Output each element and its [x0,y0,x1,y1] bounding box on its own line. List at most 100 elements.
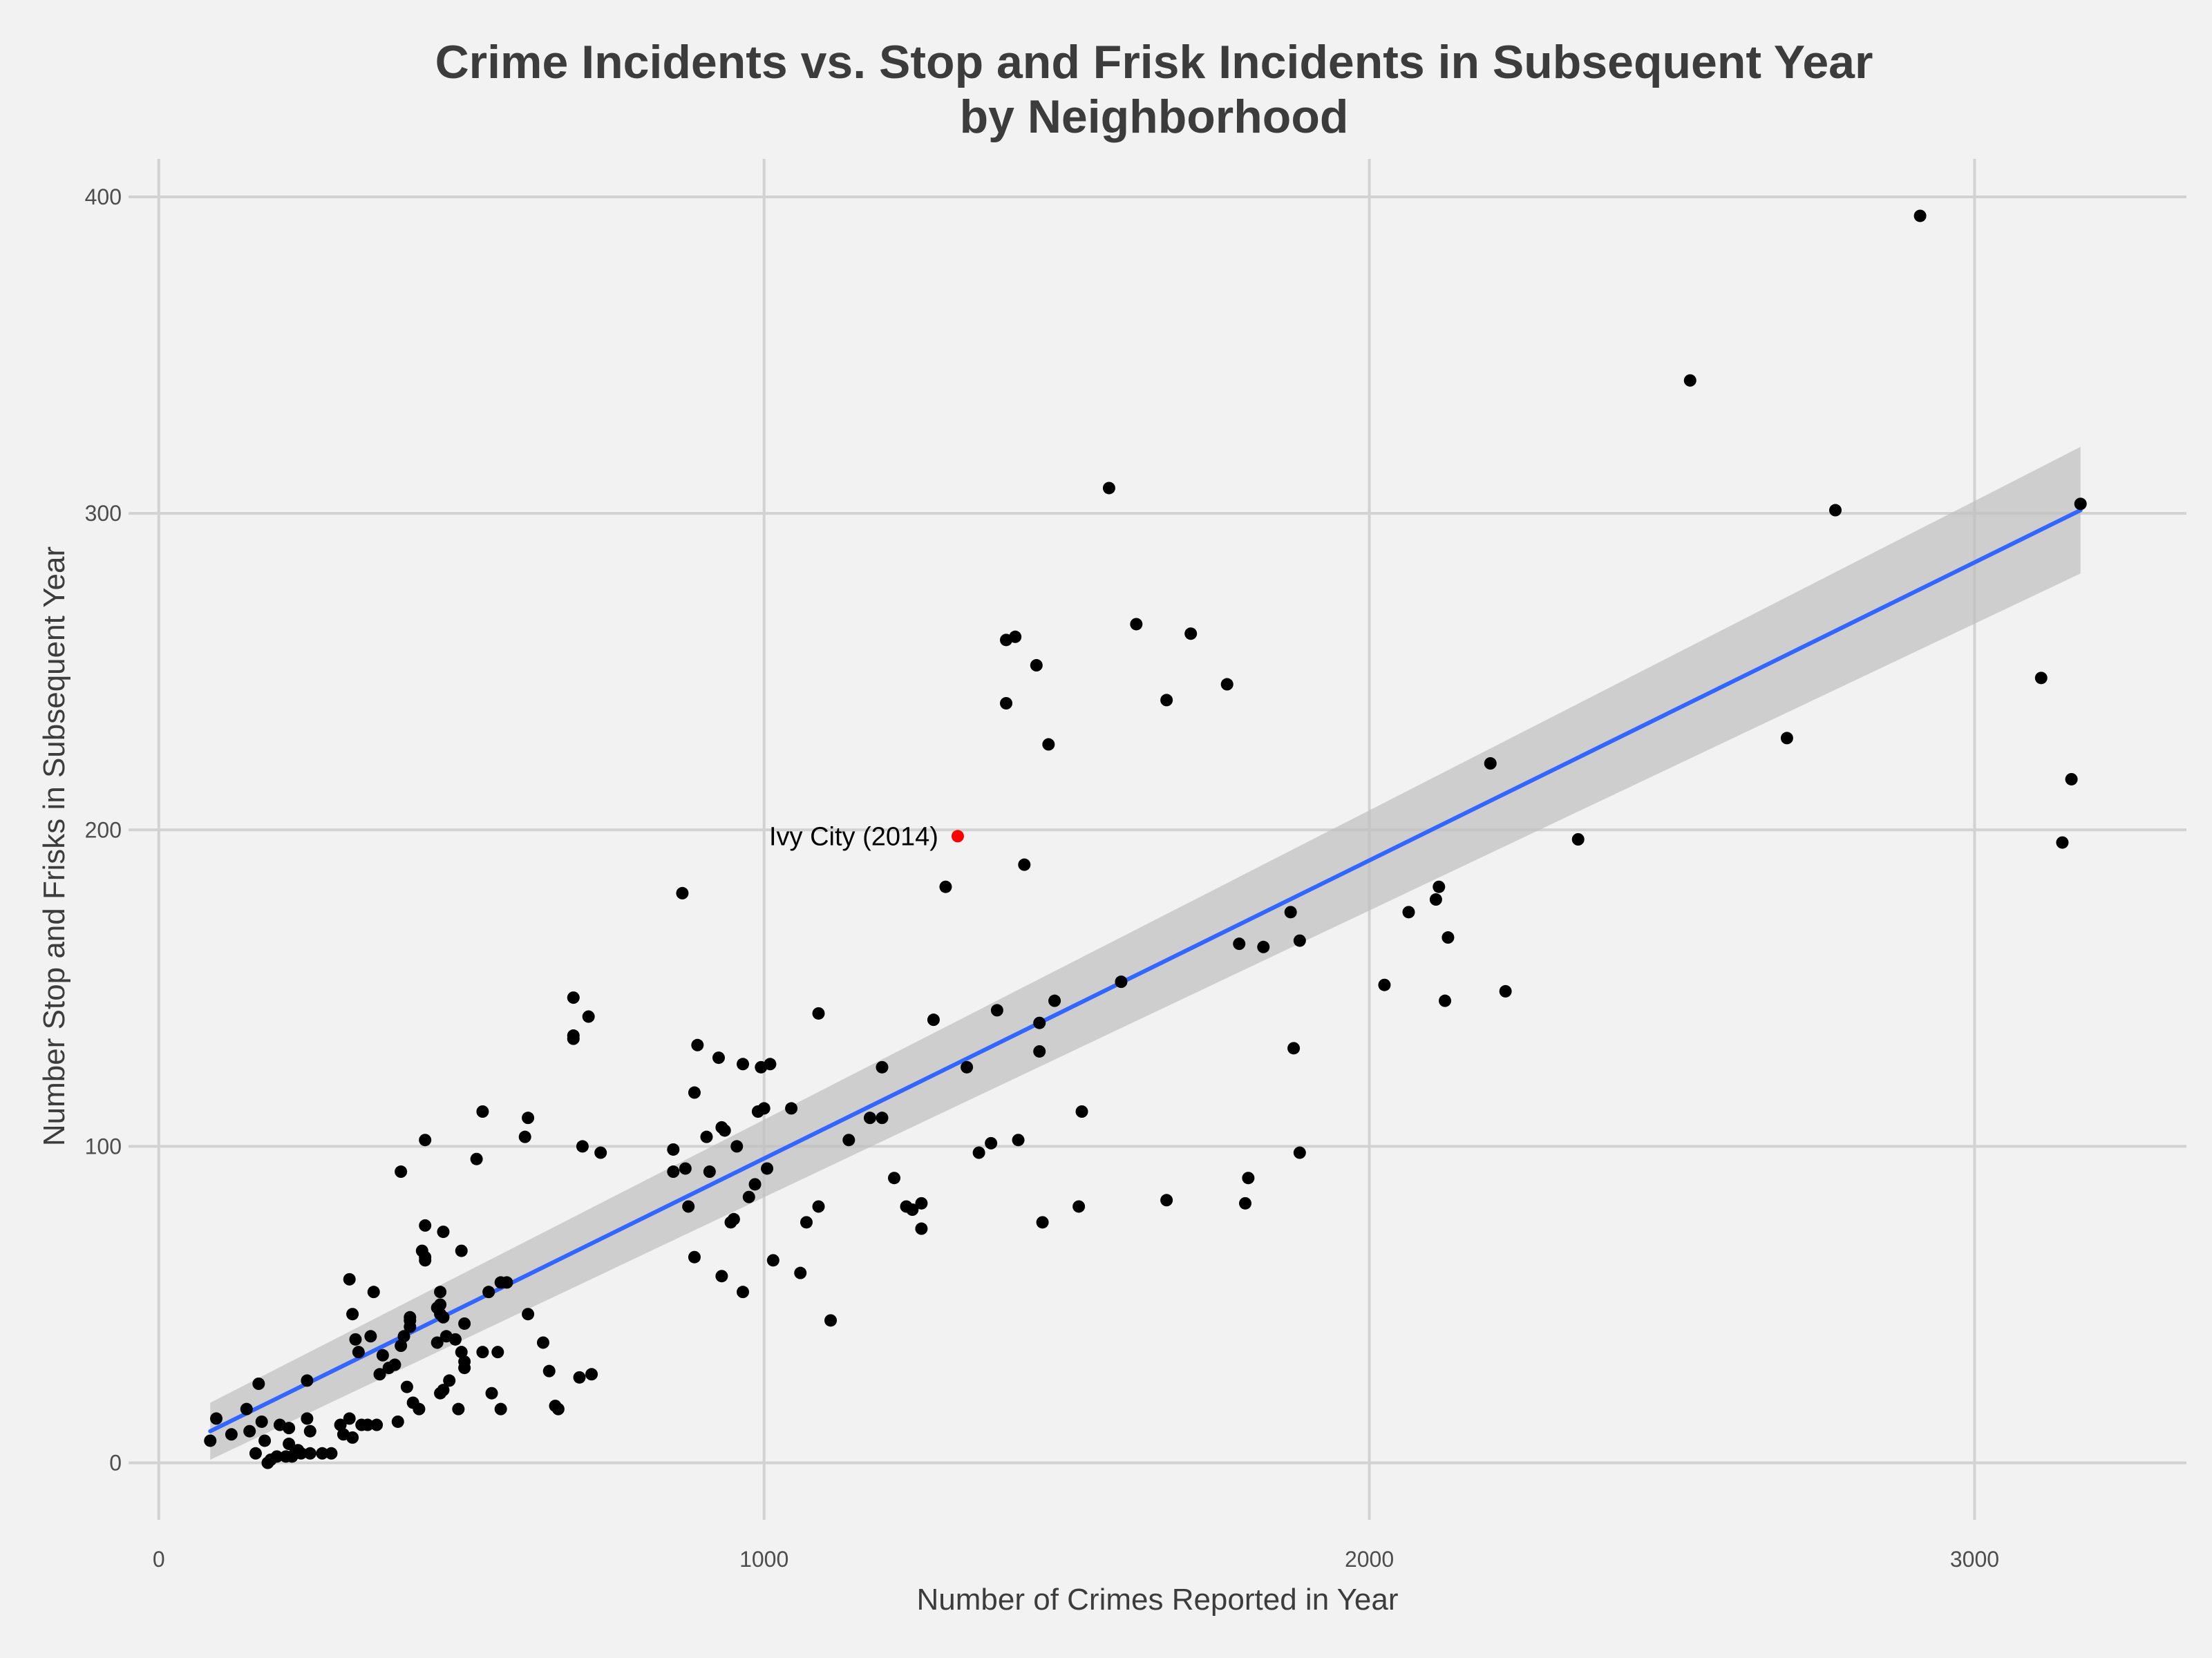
data-point [1433,880,1446,893]
x-axis-label: Number of Crimes Reported in Year [917,1583,1399,1617]
data-point [549,1400,562,1413]
data-point [1036,1216,1049,1229]
regression-line [208,508,2083,1433]
data-point [482,1286,495,1299]
data-point [1160,694,1173,707]
y-axis-ticks: 0 100 200 300 400 [85,184,122,1476]
y-tick-label: 0 [109,1451,122,1476]
data-point [751,1105,764,1118]
data-point [415,1244,428,1257]
data-point [730,1140,744,1153]
data-point [458,1317,471,1330]
data-point [431,1336,444,1349]
data-point [1378,978,1391,991]
data-point [1284,906,1297,919]
data-point [876,1060,889,1074]
chart-title-line-1: Crime Incidents vs. Stop and Frisk Incid… [435,36,1873,88]
data-point [2034,671,2048,685]
y-tick-label: 200 [85,817,122,842]
data-point [824,1314,838,1327]
data-point [1012,1134,1025,1147]
data-point [1780,732,1793,745]
data-point [794,1266,807,1279]
data-point [301,1412,314,1425]
data-point [915,1222,928,1235]
data-point [1042,738,1055,751]
data-point [567,1029,580,1042]
data-point [737,1286,750,1299]
x-tick-label: 3000 [1950,1547,1999,1572]
data-point [370,1418,384,1431]
data-point [1030,659,1043,672]
data-point [458,1355,471,1368]
data-point [1102,482,1115,495]
trend-line [208,508,2083,1433]
data-point [972,1146,985,1159]
data-point [343,1412,356,1425]
data-point [1828,504,1842,517]
x-tick-label: 0 [153,1547,165,1572]
data-point [325,1447,338,1460]
data-point [391,1415,404,1428]
data-point [2065,772,2078,785]
data-point [346,1308,359,1321]
data-point [439,1330,453,1343]
data-point [667,1143,680,1156]
data-point [1048,994,1061,1007]
data-point [2074,497,2087,511]
data-point [688,1086,701,1099]
data-point [355,1418,368,1431]
data-point [990,1004,1003,1017]
data-point [316,1447,329,1460]
data-point [273,1418,286,1431]
x-tick-label: 2000 [1345,1547,1394,1572]
data-point [419,1134,432,1147]
data-point [1484,757,1497,770]
data-point [812,1007,825,1020]
data-point [279,1450,292,1463]
data-point [301,1374,314,1387]
data-point [927,1013,940,1027]
highlight-point [951,830,964,843]
data-point [1429,893,1442,906]
data-point [470,1152,483,1165]
data-point [961,1060,974,1074]
data-point [494,1276,507,1289]
data-point [700,1130,713,1143]
data-point [1287,1042,1301,1055]
chart-title-line-2: by Neighborhood [960,90,1349,143]
data-point [434,1387,447,1400]
data-point [1913,209,1927,222]
data-point [576,1140,589,1153]
data-point [582,1010,595,1023]
data-point [939,880,952,893]
data-point [522,1308,535,1321]
data-point [594,1146,607,1159]
data-point [373,1368,386,1381]
data-point [863,1112,876,1125]
gridlines [129,159,2186,1520]
data-point [1293,934,1306,947]
data-point [406,1396,419,1409]
data-point [303,1424,316,1438]
data-point [1160,1194,1173,1207]
data-point [255,1415,268,1428]
data-point [1184,627,1198,640]
data-point [712,1051,725,1065]
data-point [334,1418,347,1431]
highlight-annotation: Ivy City (2014) [769,822,964,851]
data-point [812,1200,825,1213]
data-point [724,1216,737,1229]
data-point [1000,697,1013,709]
data-point [887,1172,900,1185]
data-point [1239,1197,1252,1210]
x-tick-label: 1000 [739,1547,788,1572]
data-point [1402,906,1415,919]
data-point [443,1374,456,1387]
data-point [485,1387,498,1400]
data-point [1441,931,1455,944]
y-axis-label: Number Stop and Frisks in Subsequent Yea… [37,546,71,1146]
data-point [682,1200,695,1213]
data-point [842,1134,856,1147]
